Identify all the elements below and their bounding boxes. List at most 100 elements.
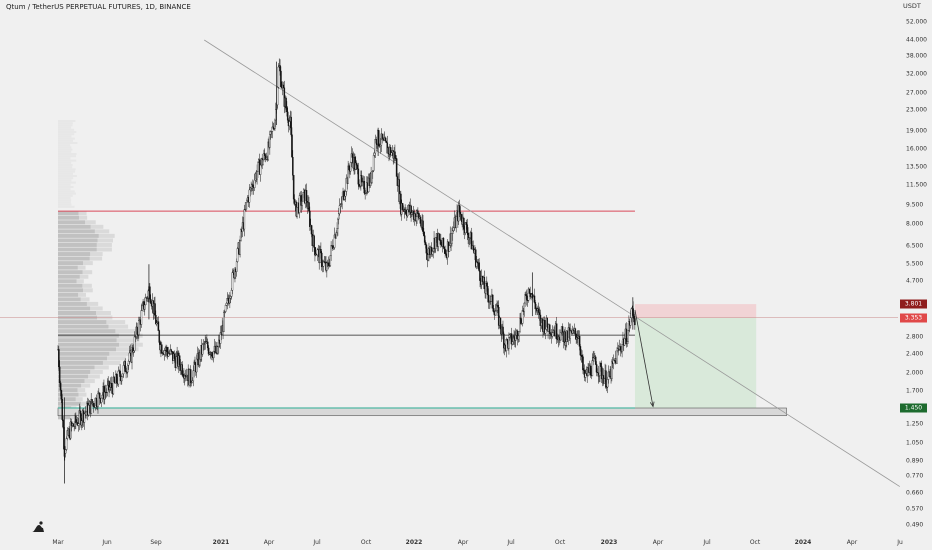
volume-profile-bar xyxy=(79,393,87,397)
candle xyxy=(237,247,238,263)
volume-profile-bar xyxy=(106,320,125,324)
candle xyxy=(328,256,329,269)
candle xyxy=(321,251,322,271)
volume-profile-bar xyxy=(109,352,129,356)
candle xyxy=(490,295,491,309)
volume-profile-bar xyxy=(58,197,71,199)
volume-profile-bar xyxy=(58,195,73,197)
volume-profile-bar xyxy=(58,347,116,351)
volume-profile-bar xyxy=(58,238,98,242)
candle xyxy=(534,289,535,304)
price-tick-label: 1.050 xyxy=(906,439,923,446)
volume-profile-bar xyxy=(85,220,96,224)
candle xyxy=(302,192,303,201)
candle xyxy=(161,342,162,354)
volume-profile-bar xyxy=(58,193,76,195)
volume-profile-bar xyxy=(97,247,112,251)
volume-profile-bar xyxy=(58,135,71,137)
price-tick-label: 27.000 xyxy=(906,89,927,96)
price-tick-label: 0.890 xyxy=(906,457,923,464)
volume-profile-bar xyxy=(58,334,119,338)
volume-profile-bar xyxy=(58,179,72,181)
candle xyxy=(373,153,374,173)
candle xyxy=(381,128,382,152)
candle xyxy=(80,411,81,428)
candle xyxy=(570,324,571,344)
price-tick-label: 38.000 xyxy=(906,52,927,59)
volume-profile-bar xyxy=(77,279,84,283)
volume-profile-bar xyxy=(58,206,75,208)
volume-profile-bar xyxy=(83,288,93,292)
candle xyxy=(535,300,536,315)
volume-profile-bar xyxy=(83,270,93,274)
candle xyxy=(332,239,333,251)
volume-profile-bar xyxy=(58,252,90,256)
position-zones xyxy=(58,304,787,416)
volume-profile-bar xyxy=(108,325,128,329)
candle xyxy=(396,155,397,176)
time-tick-label: Jul xyxy=(507,539,514,546)
candle xyxy=(350,162,351,175)
volume-profile-bar xyxy=(58,149,72,151)
volume-profile-bar xyxy=(95,229,109,233)
candle xyxy=(522,306,523,327)
volume-profile-bar xyxy=(58,142,77,144)
price-tick-label: 2.800 xyxy=(906,334,923,341)
time-tick-label: Apr xyxy=(264,539,274,546)
volume-profile-bar xyxy=(58,325,108,329)
candle xyxy=(580,344,581,360)
price-tick-label: 8.000 xyxy=(906,220,923,227)
candle xyxy=(605,365,606,389)
volume-profile-bar xyxy=(58,133,74,135)
volume-profile-bar xyxy=(58,162,71,164)
candle xyxy=(70,418,71,440)
volume-profile-bar xyxy=(58,229,95,233)
candle xyxy=(348,161,349,184)
price-tick-label: 44.000 xyxy=(906,37,927,44)
candle xyxy=(513,330,514,345)
candle xyxy=(595,355,596,365)
volume-profile-bar xyxy=(78,266,86,270)
volume-profile-bar xyxy=(58,365,95,369)
candle xyxy=(308,197,309,213)
volume-profile-bar xyxy=(58,284,82,288)
candle xyxy=(458,201,459,225)
candle xyxy=(479,258,480,271)
candle xyxy=(116,373,117,388)
take-profit-zone xyxy=(635,318,756,408)
volume-profile-bar xyxy=(95,365,109,369)
volume-profile-bar xyxy=(58,379,85,383)
volume-profile-bar xyxy=(58,190,75,192)
volume-profile-bar xyxy=(58,266,78,270)
volume-profile-bar xyxy=(58,297,81,301)
volume-profile xyxy=(58,120,143,419)
candle xyxy=(592,353,593,376)
volume-profile-bar xyxy=(58,177,73,179)
volume-profile-bar xyxy=(58,155,76,157)
volume-profile-bar xyxy=(87,302,98,306)
candle xyxy=(339,198,340,215)
volume-profile-bar xyxy=(97,243,112,247)
volume-profile-bar xyxy=(76,397,83,401)
candle xyxy=(511,328,512,350)
candle xyxy=(319,246,320,263)
candle xyxy=(449,245,450,252)
candle xyxy=(245,203,246,212)
candle xyxy=(272,122,273,139)
volume-profile-bar xyxy=(78,293,86,297)
volume-profile-bar xyxy=(58,173,73,175)
candle xyxy=(484,271,485,289)
time-tick-label: Apr xyxy=(458,539,468,546)
time-tick-label: 2022 xyxy=(406,539,423,546)
candle xyxy=(431,242,432,257)
candle xyxy=(613,354,614,369)
candle xyxy=(503,332,504,354)
volume-profile-bar xyxy=(58,361,103,365)
trendline-group xyxy=(204,40,900,487)
volume-profile-bar xyxy=(58,247,97,251)
volume-profile-bar xyxy=(58,122,73,124)
candle xyxy=(538,303,539,319)
candle xyxy=(154,297,155,316)
